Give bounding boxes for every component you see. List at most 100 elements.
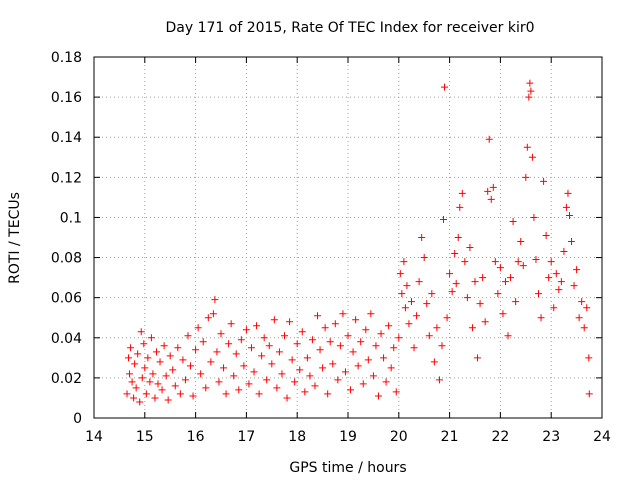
data-point — [423, 300, 431, 308]
data-point — [263, 376, 271, 384]
data-point — [189, 392, 197, 400]
data-point — [303, 354, 311, 362]
data-point — [509, 217, 517, 225]
data-point — [314, 312, 322, 320]
data-point — [580, 324, 588, 332]
data-point — [235, 386, 243, 394]
data-point — [232, 350, 240, 358]
data-points — [123, 79, 593, 406]
data-point — [141, 364, 149, 372]
y-tick-label: 0.06 — [51, 291, 82, 307]
data-point — [504, 332, 512, 340]
data-point — [362, 326, 370, 334]
data-point — [425, 332, 433, 340]
data-point — [474, 354, 482, 362]
data-point — [458, 189, 466, 197]
data-point — [485, 135, 493, 143]
data-point — [390, 344, 398, 352]
data-point — [270, 316, 278, 324]
data-point — [441, 83, 449, 91]
data-point — [326, 338, 334, 346]
data-point — [451, 250, 459, 258]
data-point — [471, 278, 479, 286]
data-point — [476, 300, 484, 308]
x-tick-label: 17 — [237, 429, 255, 445]
data-point — [565, 211, 573, 219]
axis-ticks: 14 15 16 17 18 19 20 21 22 23 24 0 0.02 0.04 0.06 0.08 0… — [51, 50, 611, 445]
data-point — [126, 370, 134, 378]
data-point — [179, 356, 187, 364]
data-point — [528, 153, 536, 161]
data-point — [385, 322, 393, 330]
data-point — [156, 358, 164, 366]
data-point — [560, 248, 568, 256]
y-tick-label: 0.12 — [51, 170, 82, 186]
data-point — [585, 390, 593, 398]
data-point — [568, 238, 576, 246]
data-point — [420, 254, 428, 262]
data-point — [344, 332, 352, 340]
data-point — [392, 388, 400, 396]
data-point — [283, 394, 291, 402]
data-point — [250, 368, 258, 376]
data-point — [147, 334, 155, 342]
data-point — [433, 324, 441, 332]
data-point — [535, 290, 542, 298]
data-point — [162, 372, 170, 380]
data-point — [564, 189, 572, 197]
y-axis-label: ROTI / TECUs — [7, 192, 23, 284]
data-point — [435, 376, 443, 384]
data-point — [202, 384, 210, 392]
data-point — [438, 342, 446, 350]
data-point — [138, 374, 146, 382]
data-point — [253, 322, 261, 330]
data-point — [514, 258, 522, 266]
data-point — [215, 378, 223, 386]
data-point — [321, 324, 329, 332]
data-point — [522, 173, 530, 181]
data-point — [125, 354, 133, 362]
data-point — [499, 310, 507, 318]
data-point — [557, 278, 565, 286]
data-point — [401, 304, 409, 312]
x-tick-label: 22 — [491, 429, 509, 445]
data-point — [149, 370, 157, 378]
data-point — [372, 342, 380, 350]
data-point — [158, 386, 166, 394]
x-tick-label: 16 — [187, 429, 205, 445]
data-point — [230, 372, 238, 380]
data-point — [512, 298, 520, 306]
data-point — [349, 348, 357, 356]
data-point — [123, 390, 131, 398]
data-point — [293, 340, 301, 348]
data-point — [268, 360, 276, 368]
data-point — [308, 336, 316, 344]
data-point — [578, 298, 586, 306]
y-tick-label: 0.08 — [51, 251, 82, 267]
chart-title: Day 171 of 2015, Rate Of TEC Index for r… — [165, 20, 534, 36]
data-point — [542, 231, 550, 239]
y-tick-label: 0.02 — [51, 371, 82, 387]
data-point — [152, 348, 160, 356]
x-tick-label: 19 — [339, 429, 357, 445]
data-point — [171, 382, 179, 390]
data-point — [526, 79, 534, 87]
data-point — [187, 362, 195, 370]
data-point — [532, 256, 540, 264]
x-tick-label: 15 — [136, 429, 154, 445]
data-point — [291, 378, 299, 386]
data-point — [341, 368, 349, 376]
data-point — [164, 396, 172, 404]
y-tick-label: 0.16 — [51, 90, 82, 106]
data-point — [519, 262, 527, 270]
data-point — [278, 370, 286, 378]
data-point — [154, 380, 162, 388]
data-point — [319, 364, 327, 372]
data-point — [275, 348, 283, 356]
data-point — [415, 278, 423, 286]
y-tick-label: 0.14 — [51, 130, 82, 146]
data-point — [211, 296, 219, 304]
data-point — [166, 352, 174, 360]
data-point — [329, 360, 337, 368]
data-point — [570, 282, 578, 290]
